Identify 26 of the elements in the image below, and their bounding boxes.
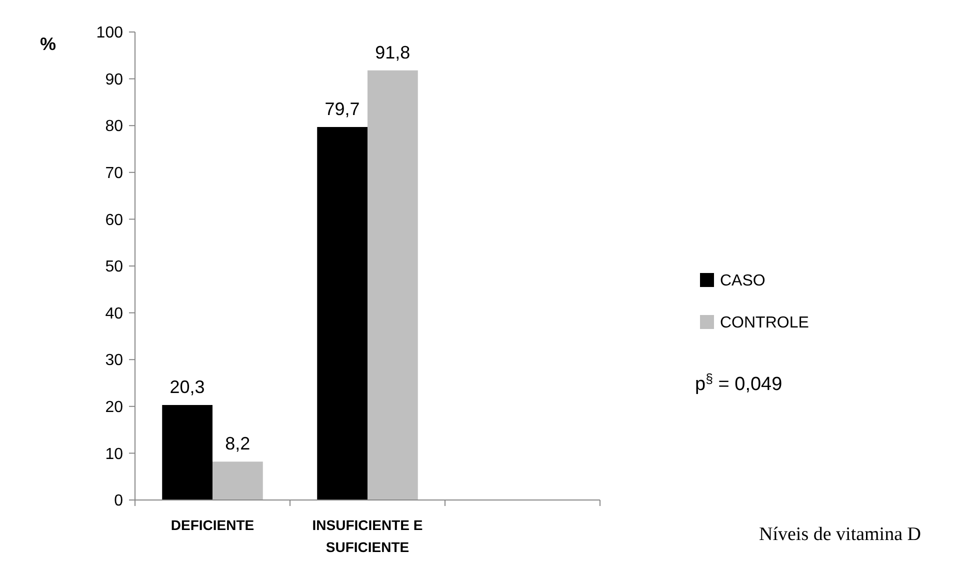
- data-label: 91,8: [375, 42, 410, 62]
- y-tick-label: 40: [105, 305, 124, 322]
- legend-label: CONTROLE: [720, 314, 809, 332]
- y-tick-label: 60: [105, 212, 124, 229]
- y-tick-label: 0: [114, 492, 124, 510]
- data-label: 79,7: [324, 99, 360, 120]
- y-tick-label: 50: [105, 258, 124, 276]
- bar: [212, 462, 263, 500]
- data-label: 8,2: [225, 434, 250, 454]
- y-tick-label: 10: [105, 446, 124, 463]
- bar: [368, 70, 418, 500]
- bar: [317, 127, 368, 500]
- x-tick-label: DEFICIENTE: [170, 517, 254, 533]
- y-tick-label: 30: [105, 352, 124, 370]
- y-tick-label: 80: [105, 118, 124, 136]
- text: Níveis de vitamina D: [759, 524, 921, 545]
- x-tick-label: INSUFICIENTE E SUFICIENTE: [312, 517, 423, 555]
- data-label: 20,3: [170, 376, 205, 397]
- y-tick-label: 90: [105, 71, 124, 88]
- y-tick-label: 100: [96, 24, 124, 42]
- y-tick-label: 70: [105, 165, 124, 182]
- y-tick-label: 20: [105, 399, 124, 416]
- legend-label: CASO: [720, 272, 766, 290]
- bar: [162, 404, 212, 500]
- y-axis-title: %: [40, 34, 56, 54]
- text: p$^{§}$ = 0,049: [695, 370, 782, 395]
